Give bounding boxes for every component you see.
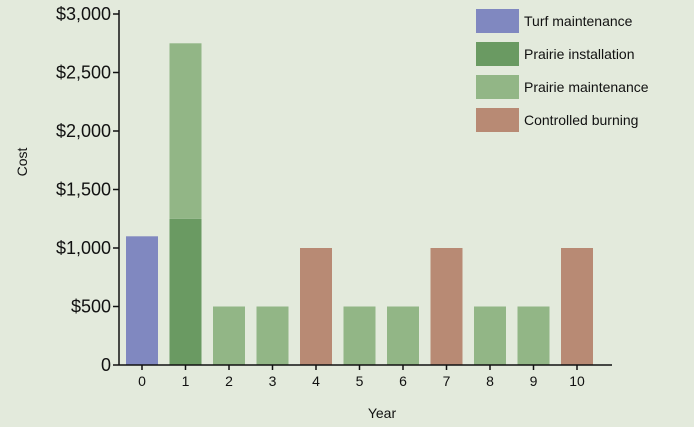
x-tick-label: 7: [443, 373, 451, 389]
bar-year-10-controlled-burning: [561, 248, 593, 365]
y-tick-label: $1,500: [56, 180, 111, 200]
y-tick-label: $500: [71, 297, 111, 317]
x-tick-label: 5: [356, 373, 364, 389]
bar-year-6-prairie-maintenance: [387, 306, 419, 365]
legend-swatch-prairie-installation: [476, 42, 519, 66]
legend-label-prairie-installation: Prairie installation: [524, 46, 635, 62]
legend: Turf maintenance Prairie installation Prai…: [476, 9, 649, 132]
y-tick-label: $3,000: [56, 4, 111, 24]
y-tick-label: $1,000: [56, 238, 111, 258]
bar-year-1-prairie-installation: [169, 218, 202, 366]
y-axis-title: Cost: [14, 148, 30, 177]
bar-year-9-prairie-maintenance: [517, 306, 550, 365]
x-tick-label: 8: [486, 373, 494, 389]
legend-label-prairie-maintenance: Prairie maintenance: [524, 79, 649, 95]
bar-year-4-controlled-burning: [300, 248, 332, 365]
legend-swatch-prairie-maintenance: [476, 75, 519, 99]
legend-swatch-controlled-burning: [476, 108, 519, 132]
y-tick-label: $2,000: [56, 121, 111, 141]
x-tick-label: 2: [225, 373, 233, 389]
x-tick-label: 4: [312, 373, 320, 389]
bars-layer: [126, 43, 593, 366]
x-tick-label: 10: [569, 373, 585, 389]
axes-layer: 0 $500 $1,000 $1,500 $2,000 $2,500 $3,000 0 1 2 3 4…: [56, 4, 612, 389]
x-tick-label: 1: [182, 373, 190, 389]
bar-year-3-prairie-maintenance: [256, 306, 289, 365]
y-tick-label: 0: [101, 355, 111, 375]
bar-year-2-prairie-maintenance: [213, 306, 245, 365]
y-tick-label: $2,500: [56, 63, 111, 83]
bar-year-5-prairie-maintenance: [343, 306, 376, 365]
legend-swatch-turf-maintenance: [476, 9, 519, 33]
legend-label-turf-maintenance: Turf maintenance: [524, 13, 633, 29]
legend-label-controlled-burning: Controlled burning: [524, 112, 638, 128]
x-axis-title: Year: [368, 405, 397, 421]
bar-year-0-turf-maintenance: [126, 236, 158, 365]
bar-year-1-prairie-maintenance: [169, 43, 202, 219]
bar-year-7-controlled-burning: [430, 248, 463, 365]
x-tick-label: 9: [530, 373, 538, 389]
x-tick-label: 0: [138, 373, 146, 389]
x-tick-label: 6: [399, 373, 407, 389]
x-tick-label: 3: [269, 373, 277, 389]
bar-year-8-prairie-maintenance: [474, 306, 506, 365]
